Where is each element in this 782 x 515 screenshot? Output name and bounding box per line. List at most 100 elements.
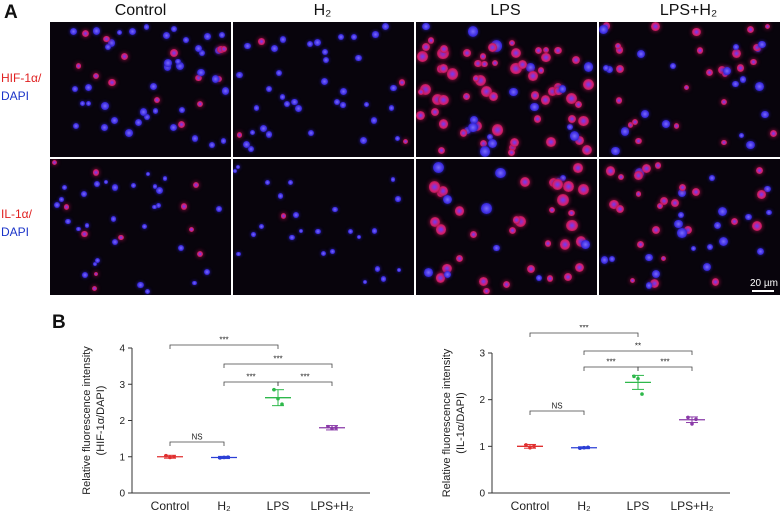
cell	[103, 35, 110, 42]
cell	[298, 228, 303, 234]
cell	[195, 74, 202, 81]
cell	[756, 166, 764, 174]
cell	[103, 179, 108, 185]
cell	[573, 163, 583, 173]
cell	[92, 27, 101, 36]
cell	[307, 130, 314, 137]
significance-bracket	[277, 381, 333, 386]
y-axis-title-line-2: (IL-1α/DAPI)	[455, 392, 467, 453]
cell	[108, 39, 116, 47]
cell	[163, 63, 172, 71]
cell	[627, 122, 634, 128]
cell	[244, 42, 251, 50]
cell	[265, 131, 273, 138]
cell	[104, 43, 111, 50]
cell	[163, 176, 168, 181]
cell	[70, 28, 78, 36]
cell	[509, 87, 518, 97]
micrograph-hif-lps-h2	[599, 22, 780, 157]
x-tick-label: Control	[511, 499, 550, 513]
cell	[278, 193, 284, 199]
cell	[108, 79, 116, 87]
cell	[696, 47, 704, 54]
cell	[635, 191, 642, 198]
cell	[508, 226, 516, 234]
cell	[437, 147, 445, 155]
cell	[631, 118, 639, 126]
cell	[720, 98, 728, 106]
cell	[128, 27, 137, 36]
cell	[110, 216, 117, 222]
cell	[655, 162, 662, 169]
cell	[63, 204, 70, 210]
cell	[402, 138, 408, 144]
cell	[478, 277, 488, 286]
cell	[236, 164, 241, 169]
chart-il1: 0 1 2 3 Control H₂ LPS LPS+H₂ Relative fluoresce…	[441, 325, 730, 513]
cell	[287, 180, 293, 185]
cell	[551, 178, 563, 190]
cell	[503, 281, 511, 289]
cell	[217, 45, 226, 54]
cell	[372, 31, 379, 38]
cell	[197, 251, 204, 258]
cell	[322, 56, 329, 63]
cell	[535, 274, 543, 282]
cell	[162, 32, 170, 39]
cell	[479, 145, 491, 157]
cell	[134, 119, 143, 127]
cell	[454, 206, 465, 217]
cell	[706, 243, 714, 251]
cell	[614, 42, 622, 49]
cell	[279, 94, 286, 100]
column-header-lps-h2: LPS+H₂	[659, 2, 718, 19]
cell	[582, 144, 593, 155]
cell	[82, 30, 90, 38]
cell	[176, 62, 184, 70]
cell	[191, 135, 199, 142]
cell	[463, 49, 471, 57]
cell	[548, 87, 557, 96]
cell	[76, 226, 81, 232]
row-stain-il1: DAPI	[1, 225, 30, 239]
cell	[605, 65, 613, 73]
cell	[629, 278, 635, 284]
cell	[541, 52, 551, 63]
cell	[372, 228, 378, 234]
cell	[731, 80, 739, 88]
cell	[649, 278, 660, 289]
cell	[711, 277, 720, 286]
panel-b-letter: B	[52, 312, 66, 333]
cell	[431, 93, 444, 106]
cell	[92, 261, 97, 266]
cell	[575, 136, 585, 146]
cell	[738, 132, 745, 139]
cell	[568, 210, 575, 217]
cell	[153, 96, 160, 103]
micrograph-hif-lps	[416, 22, 597, 157]
cell	[363, 101, 370, 108]
cell	[475, 74, 487, 86]
cell	[288, 234, 295, 241]
x-tick-label: H₂	[577, 499, 591, 513]
cell	[94, 257, 100, 263]
cell	[424, 267, 434, 277]
cell	[84, 83, 93, 92]
cell	[221, 138, 227, 144]
cell	[427, 37, 434, 44]
cell	[149, 83, 157, 91]
cell	[611, 146, 620, 155]
cell	[236, 71, 243, 79]
scale-bar	[752, 290, 774, 292]
cell	[221, 46, 227, 53]
cell	[572, 55, 581, 64]
cell	[709, 175, 715, 182]
y-tick-label: 2	[119, 416, 125, 427]
cell	[178, 106, 186, 114]
cell	[575, 101, 583, 109]
micrograph-il1-h2	[233, 159, 414, 295]
cell	[616, 205, 625, 214]
cell	[62, 184, 68, 190]
cell	[757, 190, 766, 199]
cell	[438, 119, 448, 129]
